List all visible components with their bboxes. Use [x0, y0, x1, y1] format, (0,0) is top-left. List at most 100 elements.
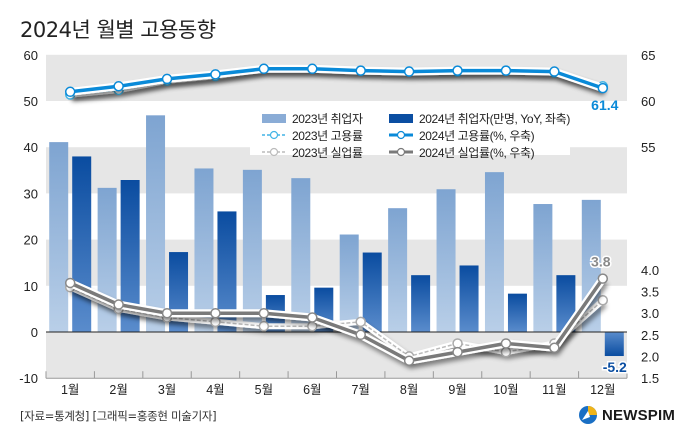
left-axis-tick: 60 — [24, 48, 38, 63]
grid-band — [46, 239, 627, 286]
x-axis-label: 4월 — [206, 383, 224, 397]
grid-band — [46, 54, 627, 101]
bar-2024-employed — [362, 252, 382, 332]
line-marker — [210, 307, 221, 319]
legend-item: 2024년 취업자(만명, YoY, 좌축) — [389, 112, 571, 126]
right-axis-tick-employment: 55 — [641, 140, 655, 155]
bar-2023-employed — [291, 178, 311, 332]
legend-label: 2023년 취업자 — [292, 112, 363, 126]
line-marker — [355, 329, 366, 341]
data-labels: 61.4 3.8 -5.2 — [590, 97, 629, 376]
right-axis-tick-unemployment: 3.0 — [641, 306, 659, 321]
legend-item: 2024년 고용률(%, 우축) — [389, 129, 535, 143]
line-marker — [258, 63, 270, 75]
line-marker — [355, 316, 366, 328]
left-axis-tick: 0 — [31, 325, 38, 340]
x-axis-label: 2월 — [109, 383, 127, 397]
legend: 2023년 취업자 2024년 취업자(만명, YoY, 좌축) 2023년 고용률… — [250, 112, 571, 160]
line-series-employment-2024 — [64, 63, 609, 98]
legend-label: 2024년 실업률(%, 우축) — [419, 146, 535, 160]
bar-2023-employed — [194, 168, 214, 332]
data-label-employed-dec: -5.2 — [603, 359, 627, 375]
legend-label: 2023년 실업률 — [292, 146, 363, 160]
data-label-employment-dec: 61.4 — [591, 97, 618, 113]
legend-item: 2024년 실업률(%, 우축) — [389, 146, 535, 160]
line-marker — [64, 277, 76, 289]
line-marker — [210, 316, 221, 328]
grid-band — [46, 332, 627, 379]
x-axis-label: 1월 — [61, 383, 79, 397]
bar-2023-employed — [49, 142, 69, 332]
legend-swatch-bar-2024 — [389, 114, 413, 123]
left-axis-tick: 40 — [24, 140, 38, 155]
bar-2024-employed — [411, 275, 431, 332]
line-marker — [500, 338, 512, 349]
right-axis-tick-unemployment: 3.5 — [641, 285, 659, 300]
line-marker — [307, 63, 318, 75]
line-path — [70, 67, 604, 94]
line-series-unemployment-2024 — [64, 273, 609, 366]
x-axis-label: 11월 — [542, 383, 566, 397]
legend-label: 2024년 고용률(%, 우축) — [419, 129, 535, 143]
bar-2024-employed — [120, 180, 140, 332]
legend-item: 2023년 실업률 — [262, 146, 363, 160]
line-marker — [452, 338, 463, 349]
line-marker — [355, 65, 366, 76]
bar-2023-employed — [242, 169, 262, 332]
bar-2024-employed — [507, 293, 527, 332]
bar-2023-employed — [146, 115, 166, 333]
right-axis-tick-employment: 65 — [641, 48, 655, 63]
line-path — [69, 277, 605, 363]
right-axis-tick-unemployment: 2.0 — [641, 349, 659, 364]
right-axis-tick-unemployment: 2.5 — [641, 328, 659, 343]
x-axis-label: 7월 — [351, 383, 369, 397]
x-axis-label: 5월 — [255, 383, 273, 397]
logo-text: NEWSPIM — [602, 406, 676, 424]
line-marker — [258, 307, 270, 319]
line-marker — [597, 82, 609, 94]
line-marker — [161, 307, 173, 319]
x-axis-label: 3월 — [158, 383, 176, 397]
line-marker — [307, 320, 318, 332]
line-marker — [549, 66, 560, 77]
chart-title: 2024년 월별 고용동향 — [20, 18, 216, 42]
data-label-unemployment-dec: 3.8 — [591, 254, 611, 270]
line-marker — [597, 294, 609, 306]
line-marker — [258, 320, 270, 332]
x-axis: 1월 2월 3월 4월 5월 6월 7월 8월 9월 10월 11월 12월 — [45, 371, 628, 397]
line-marker — [113, 81, 124, 92]
bar-2023-employed — [436, 189, 456, 332]
bar-2023-employed — [339, 234, 359, 332]
legend-swatch-marker — [269, 130, 279, 140]
x-axis-label: 12월 — [590, 383, 615, 397]
left-axis-tick: 30 — [24, 186, 38, 201]
newspim-logo: NEWSPIM — [578, 405, 675, 425]
line-marker — [161, 73, 173, 85]
legend-swatch-marker — [269, 147, 279, 157]
line-marker — [500, 346, 512, 358]
bar-2024-employed — [72, 156, 92, 332]
x-axis-label: 9월 — [448, 383, 466, 397]
right-axis-tick-unemployment: 4.0 — [641, 263, 659, 278]
source-credit: [자료=통계청] [그래픽=홍종현 미술기자] — [20, 409, 217, 423]
legend-swatch-bar-2023 — [262, 114, 286, 123]
line-marker — [307, 312, 318, 323]
left-axis: 60 50 40 30 20 10 0 -10 — [19, 48, 38, 386]
legend-label: 2023년 고용률 — [292, 129, 363, 143]
bar-2023-employed — [484, 172, 504, 332]
line-marker — [452, 65, 463, 76]
bar-2024-employed — [604, 332, 624, 357]
bar-2024-employed — [459, 265, 479, 332]
legend-label: 2024년 취업자(만명, YoY, 좌축) — [419, 112, 570, 126]
line-marker — [403, 66, 415, 77]
line-marker — [113, 299, 124, 310]
legend-swatch-marker — [396, 147, 406, 157]
legend-item: 2023년 고용률 — [262, 129, 363, 143]
right-axis-tick-employment: 60 — [641, 94, 655, 109]
line-marker — [597, 273, 609, 284]
newspim-logo-icon — [579, 406, 597, 424]
line-marker — [403, 355, 415, 366]
left-axis-tick: 50 — [24, 94, 38, 109]
line-marker — [452, 346, 463, 358]
